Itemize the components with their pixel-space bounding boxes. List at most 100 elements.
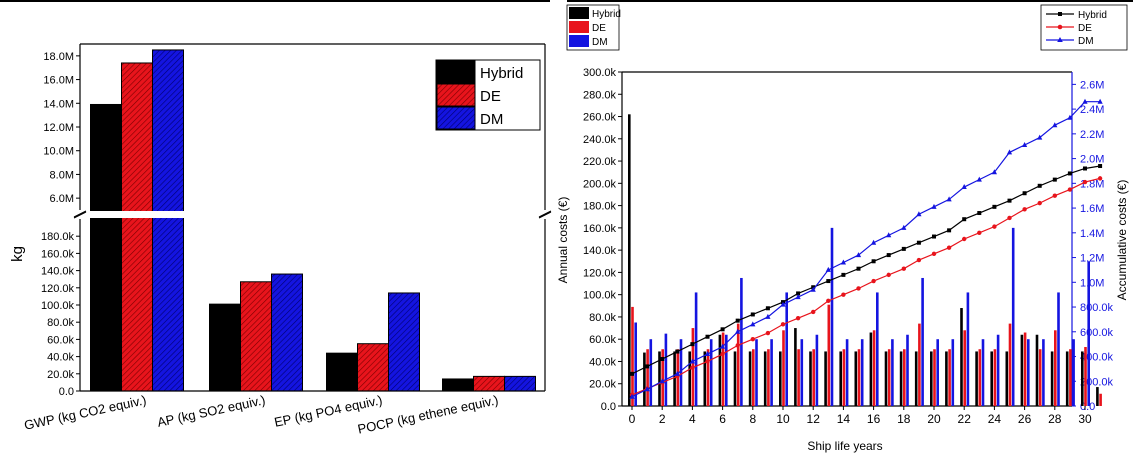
accum-point-de-23	[977, 230, 982, 236]
accum-point-dm-25	[1006, 149, 1013, 155]
top-rule-right	[567, 0, 1133, 2]
accum-point-de-16	[871, 278, 876, 284]
annual-bar-hybrid-6	[718, 334, 722, 406]
x-axis-label: Ship life years	[807, 439, 882, 453]
annual-bar-de-6	[721, 332, 725, 406]
y-tick-label: 6.0M	[50, 193, 74, 205]
y-tick-label: 14.0M	[43, 98, 74, 110]
left-y-axis-label: Annual costs (€)	[556, 197, 570, 284]
annual-bar-hybrid-19	[914, 351, 918, 406]
emissions-bar-chart: 0.0 20.0k 40.0k 60.0k 80.0k 100.0k 120.0k 140.0…	[9, 43, 552, 437]
bar-legend-label: Hybrid	[592, 9, 621, 20]
y-tick-label: 16.0M	[43, 75, 74, 87]
bar-legend-label: DM	[592, 37, 608, 48]
line-legend-marker-de	[1057, 24, 1063, 30]
accum-point-hybrid-11	[796, 291, 801, 296]
accum-point-dm-21	[946, 196, 952, 202]
annual-bar-hybrid-10	[779, 351, 782, 406]
accum-point-de-22	[962, 236, 967, 242]
annual-bar-hybrid-20	[930, 351, 933, 406]
accum-point-hybrid-30	[1083, 166, 1087, 171]
annual-bar-hybrid-13	[824, 351, 827, 406]
annual-bar-dm-12	[815, 334, 819, 406]
x-tick-label: 8	[749, 412, 756, 426]
x-tick-label: 10	[776, 412, 790, 426]
ship-costs-chart: 0.020.0k40.0k60.0k80.0k100.0k120.0k140.0…	[556, 4, 1129, 453]
accum-point-hybrid-24	[992, 204, 997, 209]
bar-dm-0	[152, 49, 184, 392]
x-tick-label: 16	[867, 412, 881, 426]
y-tick-label: 40.0k	[47, 352, 74, 364]
line-legend-marker-hybrid	[1058, 12, 1062, 16]
accum-point-de-6	[720, 351, 725, 357]
annual-bar-de-16	[872, 330, 876, 406]
right-y-tick-label: 2.4M	[1080, 104, 1104, 116]
accum-point-hybrid-18	[901, 246, 906, 251]
accum-point-de-12	[811, 309, 816, 315]
right-y-tick-label: 0.0	[1080, 401, 1095, 413]
y-tick-label: 120.0k	[41, 283, 75, 295]
annual-bar-hybrid-25	[1005, 351, 1009, 406]
accum-point-hybrid-26	[1022, 191, 1027, 196]
annual-bar-de-1	[646, 349, 649, 406]
left-y-tick-label: 200.0k	[583, 178, 617, 190]
y-tick-label: 80.0k	[47, 317, 74, 329]
line-legend-label: Hybrid	[1078, 10, 1107, 21]
axis-break-mark-right-1	[538, 210, 552, 218]
left-y-tick-label: 260.0k	[583, 112, 617, 124]
annual-bar-de-10	[782, 330, 785, 406]
annual-bar-dm-22	[966, 292, 970, 406]
annual-bar-dm-28	[1057, 292, 1060, 406]
annual-bar-de-12	[812, 349, 815, 406]
accum-point-hybrid-2	[660, 356, 665, 361]
annual-bar-dm-19	[921, 277, 924, 406]
annual-bar-de-17	[887, 349, 891, 406]
accum-point-dm-12	[810, 286, 816, 292]
accum-point-hybrid-25	[1007, 198, 1012, 203]
annual-bar-de-18	[903, 349, 906, 406]
left-y-tick-label: 160.0k	[583, 223, 617, 235]
annual-bar-dm-16	[876, 292, 879, 406]
accum-point-dm-1	[644, 386, 650, 392]
annual-bar-dm-24	[996, 334, 1000, 406]
accum-point-de-19	[916, 257, 922, 263]
x-tick-label: 22	[958, 412, 972, 426]
annual-bar-dm-30	[1087, 261, 1090, 406]
annual-bar-dm-3	[679, 339, 683, 406]
accum-point-dm-16	[871, 239, 877, 245]
legend-label: DM	[480, 111, 503, 128]
accum-point-hybrid-19	[916, 240, 921, 245]
accum-line-hybrid	[631, 165, 1101, 375]
accum-point-hybrid-9	[765, 306, 770, 311]
annual-bar-dm-18	[906, 334, 909, 406]
annual-bar-hybrid-28	[1050, 351, 1054, 406]
right-y-tick-label: 1.4M	[1080, 228, 1104, 240]
y-tick-label: 12.0M	[43, 122, 74, 134]
legend-swatch-hybrid	[436, 60, 476, 84]
annual-bar-de-5	[706, 349, 710, 406]
x-tick-label: 20	[927, 412, 941, 426]
bar-hybrid-2	[326, 352, 358, 392]
accum-point-de-7	[735, 343, 740, 348]
bar-hybrid-3	[442, 378, 474, 392]
left-y-tick-label: 240.0k	[583, 134, 617, 146]
accum-point-dm-23	[976, 176, 982, 182]
accum-point-dm-14	[840, 259, 846, 265]
x-category-label: GWP (kg CO2 equiv.)	[23, 392, 148, 433]
annual-bar-de-21	[948, 349, 951, 406]
bar-legend-swatch-de	[569, 21, 589, 33]
annual-bar-hybrid-11	[794, 328, 797, 406]
annual-bar-de-26	[1023, 332, 1027, 406]
annual-bar-hybrid-5	[703, 351, 707, 406]
accum-point-dm-31	[1097, 98, 1103, 104]
annual-bar-de-8	[752, 349, 755, 406]
x-tick-label: 4	[689, 412, 696, 426]
annual-bar-hybrid-16	[869, 332, 873, 406]
annual-bar-dm-17	[891, 339, 894, 406]
annual-bar-hybrid-0	[628, 114, 631, 406]
left-y-tick-label: 80.0k	[589, 312, 616, 324]
right-y-tick-label: 1.0M	[1080, 277, 1104, 289]
accum-point-dm-22	[961, 184, 967, 190]
bar-legend-swatch-hybrid	[569, 7, 589, 19]
accum-point-dm-0	[629, 393, 635, 399]
